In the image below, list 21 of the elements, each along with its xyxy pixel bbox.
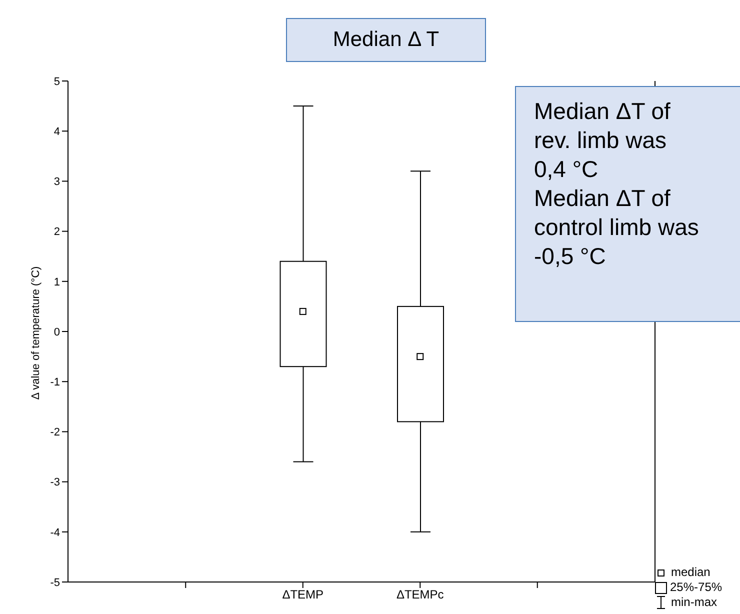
y-tick-label: 0 <box>54 326 60 338</box>
title-box: Median Δ T <box>286 18 486 62</box>
y-tick-label: 2 <box>54 226 60 238</box>
annotation: Median ΔT of control limb was -0,5 °C <box>534 184 699 271</box>
y-tick-label: 4 <box>54 126 60 138</box>
y-tick-label: 3 <box>54 176 60 188</box>
x-tick-label: ΔTEMPc <box>396 588 444 602</box>
y-tick-label: -5 <box>50 576 60 589</box>
text: min-max <box>670 595 718 610</box>
y-axis-title: Δ value of temperature (°C) <box>30 266 42 400</box>
y-tick-label: 1 <box>54 276 60 288</box>
text: median <box>670 565 712 580</box>
y-tick-label: -4 <box>50 526 60 539</box>
x-tick-label: ΔTEMP <box>282 588 324 602</box>
y-tick-label: -1 <box>50 376 60 389</box>
y-tick-label: -3 <box>50 476 60 489</box>
text: 25%-75% <box>669 580 724 595</box>
annotation: Median ΔT of rev. limb was 0,4 °C <box>534 97 672 184</box>
note-box: Median ΔT of rev. limb was 0,4 °C Median ΔT of control limb was -0,5 °C <box>515 86 740 322</box>
y-tick-label: 5 <box>54 76 60 88</box>
y-tick-label: -2 <box>50 426 60 439</box>
